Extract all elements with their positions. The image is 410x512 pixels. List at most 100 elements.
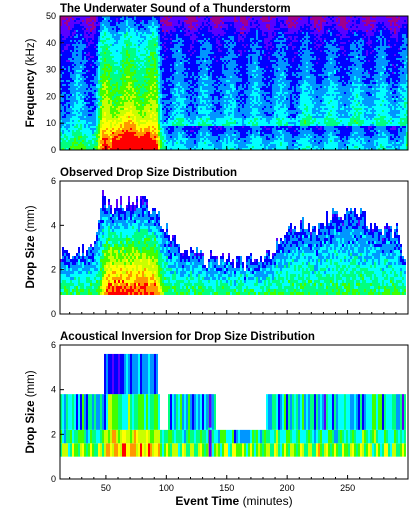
spectrogram-cell <box>126 50 128 52</box>
spectrogram-cell <box>170 52 172 54</box>
spectrogram-cell <box>124 134 126 136</box>
spectrogram-cell <box>184 60 186 62</box>
spectrogram-cell <box>100 140 102 142</box>
spectrogram-cell <box>182 92 184 94</box>
spectrogram-cell <box>104 78 106 80</box>
spectrogram-cell <box>82 144 84 146</box>
spectrogram-cell <box>120 32 122 34</box>
spectrogram-cell <box>144 38 146 40</box>
spectrogram-cell <box>108 66 110 68</box>
spectrogram-cell <box>110 54 112 56</box>
spectrogram-cell <box>122 108 124 110</box>
spectrogram-cell <box>198 16 200 18</box>
spectrogram-cell <box>192 90 194 92</box>
spectrogram-cell <box>126 46 128 48</box>
spectrogram-cell <box>146 110 148 112</box>
spectrogram-cell <box>186 44 188 46</box>
spectrogram-cell <box>192 92 194 94</box>
spectrogram-cell <box>126 138 128 140</box>
spectrogram-cell <box>88 60 90 62</box>
spectrogram-cell <box>170 146 172 148</box>
spectrogram-cell <box>158 136 160 138</box>
spectrogram-cell <box>60 136 62 138</box>
spectrogram-cell <box>186 66 188 68</box>
spectrogram-cell <box>94 120 96 122</box>
spectrogram-cell <box>110 90 112 92</box>
spectrogram-cell <box>92 20 94 22</box>
spectrogram-cell <box>202 116 204 118</box>
spectrogram-cell <box>96 104 98 106</box>
spectrogram-cell <box>142 48 144 50</box>
spectrogram-cell <box>78 24 80 26</box>
spectrogram-cell <box>154 16 156 18</box>
spectrogram-cell <box>200 20 202 22</box>
spectrogram-cell <box>90 102 92 104</box>
spectrogram-cell <box>140 58 142 60</box>
spectrogram-cell <box>206 100 208 102</box>
spectrogram-cell <box>104 54 106 56</box>
spectrogram-cell <box>182 62 184 64</box>
spectrogram-cell <box>174 38 176 40</box>
spectrogram-cell <box>168 88 170 90</box>
spectrogram-cell <box>72 74 74 76</box>
spectrogram-cell <box>124 40 126 42</box>
spectrogram-cell <box>172 130 174 132</box>
spectrogram-cell <box>174 106 176 108</box>
spectrogram-cell <box>178 52 180 54</box>
spectrogram-cell <box>146 104 148 106</box>
spectrogram-cell <box>70 54 72 56</box>
spectrogram-cell <box>132 88 134 90</box>
spectrogram-cell <box>136 118 138 120</box>
spectrogram-cell <box>180 50 182 52</box>
spectrogram-cell <box>198 86 200 88</box>
spectrogram-cell <box>90 18 92 20</box>
spectrogram-cell <box>106 94 108 96</box>
spectrogram-cell <box>152 118 154 120</box>
spectrogram-cell <box>186 124 188 126</box>
spectrogram-cell <box>154 64 156 66</box>
spectrogram-cell <box>144 46 146 48</box>
spectrogram-cell <box>126 72 128 74</box>
spectrogram-cell <box>88 48 90 50</box>
spectrogram-cell <box>204 148 206 150</box>
spectrogram-cell <box>182 128 184 130</box>
spectrogram-cell <box>86 48 88 50</box>
spectrogram-cell <box>150 40 152 42</box>
spectrogram-cell <box>126 22 128 24</box>
spectrogram-cell <box>84 146 86 148</box>
spectrogram-cell <box>128 46 130 48</box>
spectrogram-cell <box>128 40 130 42</box>
spectrogram-cell <box>136 80 138 82</box>
spectrogram-cell <box>208 54 210 56</box>
spectrogram-cell <box>90 148 92 150</box>
spectrogram-cell <box>94 24 96 26</box>
spectrogram-cell <box>112 78 114 80</box>
spectrogram-cell <box>126 32 128 34</box>
spectrogram-cell <box>144 122 146 124</box>
spectrogram-cell <box>202 30 204 32</box>
spectrogram-cell <box>98 86 100 88</box>
spectrogram-cell <box>74 46 76 48</box>
spectrogram-cell <box>174 62 176 64</box>
spectrogram-cell <box>148 112 150 114</box>
spectrogram-cell <box>72 80 74 82</box>
spectrogram-cell <box>112 64 114 66</box>
spectrogram-cell <box>148 134 150 136</box>
spectrogram-cell <box>152 76 154 78</box>
spectrogram-cell <box>74 104 76 106</box>
spectrogram-cell <box>176 44 178 46</box>
spectrogram-cell <box>146 18 148 20</box>
spectrogram-cell <box>200 26 202 28</box>
spectrogram-cell <box>108 124 110 126</box>
spectrogram-cell <box>102 68 104 70</box>
spectrogram-cell <box>190 94 192 96</box>
spectrogram-cell <box>194 108 196 110</box>
spectrogram-cell <box>88 110 90 112</box>
spectrogram-cell <box>194 76 196 78</box>
spectrogram-cell <box>150 80 152 82</box>
spectrogram-cell <box>114 124 116 126</box>
spectrogram-cell <box>134 84 136 86</box>
spectrogram-cell <box>196 76 198 78</box>
spectrogram-cell <box>126 114 128 116</box>
spectrogram-cell <box>144 112 146 114</box>
